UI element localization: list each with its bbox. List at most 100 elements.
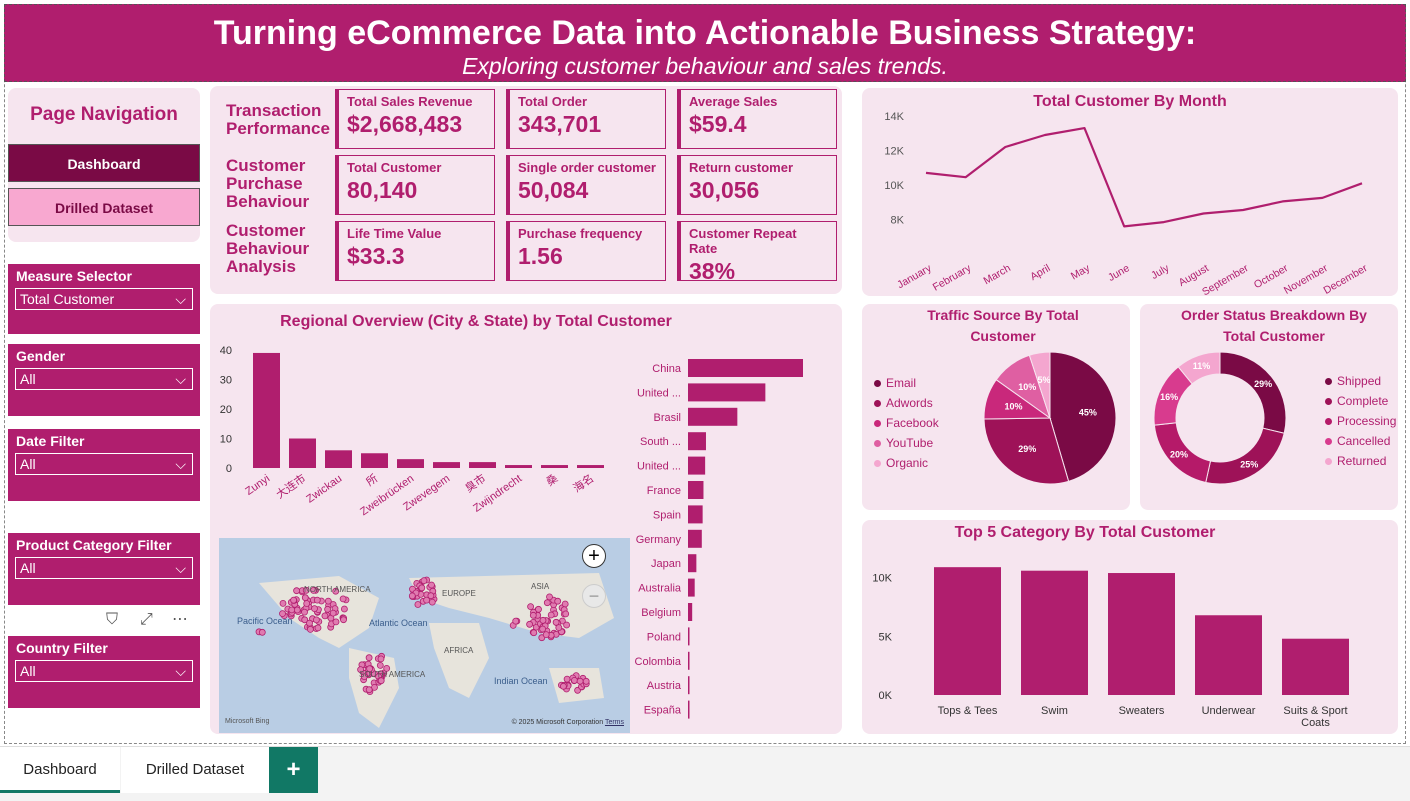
map-point[interactable] bbox=[546, 593, 553, 601]
legend-item[interactable]: Adwords bbox=[874, 396, 939, 410]
zoom-in-button[interactable]: + bbox=[582, 544, 606, 568]
top-category-panel[interactable]: Top 5 Category By Total Customer 0K 5K 10K… bbox=[862, 520, 1398, 734]
map-point[interactable] bbox=[539, 625, 547, 633]
map-point[interactable] bbox=[332, 618, 340, 626]
map-point[interactable] bbox=[383, 664, 391, 672]
map-point[interactable] bbox=[526, 620, 534, 628]
map-point[interactable] bbox=[555, 624, 563, 631]
map-point[interactable] bbox=[547, 611, 555, 619]
map-point[interactable] bbox=[288, 606, 296, 614]
map-point[interactable] bbox=[530, 629, 538, 637]
drilled-dataset-button[interactable]: Drilled Dataset bbox=[8, 188, 200, 226]
map-point[interactable] bbox=[339, 595, 347, 603]
measure-selector-slicer[interactable]: Measure Selector Total Customer ⌵ bbox=[8, 264, 200, 334]
map-point[interactable] bbox=[310, 587, 317, 594]
map-point[interactable] bbox=[542, 631, 550, 638]
map-point[interactable] bbox=[258, 628, 266, 636]
zoom-out-button[interactable]: − bbox=[582, 584, 606, 608]
order-status-panel[interactable]: Order Status Breakdown By Total Customer… bbox=[1140, 304, 1398, 510]
map-point[interactable] bbox=[418, 584, 426, 592]
map-point[interactable] bbox=[341, 605, 348, 613]
map-point[interactable] bbox=[301, 616, 309, 624]
map-point[interactable] bbox=[324, 597, 332, 605]
map-point[interactable] bbox=[303, 600, 311, 607]
map-point[interactable] bbox=[414, 601, 422, 608]
filter-icon[interactable]: ⛉ bbox=[106, 611, 119, 628]
map-point[interactable] bbox=[366, 665, 374, 673]
legend-item[interactable]: Shipped bbox=[1325, 374, 1396, 388]
map-point[interactable] bbox=[357, 666, 365, 674]
map-point[interactable] bbox=[559, 682, 567, 690]
map-point[interactable] bbox=[427, 592, 435, 600]
legend-item[interactable]: Cancelled bbox=[1325, 434, 1396, 448]
map-point[interactable] bbox=[321, 612, 329, 620]
map-point[interactable] bbox=[376, 662, 384, 669]
product-category-slicer[interactable]: Product Category Filter All ⌵ bbox=[8, 533, 200, 605]
more-options-icon[interactable]: ⋯ bbox=[172, 611, 188, 628]
map-point[interactable] bbox=[529, 611, 537, 619]
measure-selector-dropdown[interactable]: Total Customer ⌵ bbox=[15, 288, 193, 310]
map-point[interactable] bbox=[570, 676, 578, 684]
map-point[interactable] bbox=[360, 673, 368, 681]
map-point[interactable] bbox=[293, 587, 300, 595]
gender-dropdown[interactable]: All ⌵ bbox=[15, 368, 193, 390]
map-point[interactable] bbox=[420, 577, 428, 584]
map-point[interactable] bbox=[302, 586, 310, 594]
map-point[interactable] bbox=[365, 654, 373, 662]
map-point[interactable] bbox=[527, 603, 535, 610]
map-point[interactable] bbox=[306, 619, 313, 627]
map-point[interactable] bbox=[340, 616, 347, 624]
map-point[interactable] bbox=[563, 675, 571, 683]
legend-item[interactable]: Organic bbox=[874, 456, 939, 470]
map-point[interactable] bbox=[562, 610, 570, 618]
map-point[interactable] bbox=[576, 677, 584, 685]
legend-item[interactable]: Email bbox=[874, 376, 939, 390]
map-point[interactable] bbox=[332, 587, 340, 595]
dashboard-button[interactable]: Dashboard bbox=[8, 144, 200, 182]
date-filter-slicer[interactable]: Date Filter All ⌵ bbox=[8, 429, 200, 501]
legend-item[interactable]: Facebook bbox=[874, 416, 939, 430]
customer-by-month-panel[interactable]: Total Customer By Month 8K 10K 12K 14K Janua… bbox=[862, 88, 1398, 296]
traffic-source-panel[interactable]: Traffic Source By Total Customer Email A… bbox=[862, 304, 1130, 510]
focus-mode-icon[interactable]: ⤢ bbox=[140, 611, 153, 628]
map-point[interactable] bbox=[301, 608, 308, 616]
map-point[interactable] bbox=[279, 610, 286, 617]
legend-item[interactable]: Returned bbox=[1325, 454, 1396, 468]
add-page-button[interactable]: + bbox=[269, 747, 318, 793]
map-point[interactable] bbox=[428, 581, 435, 589]
map-point[interactable] bbox=[563, 621, 571, 629]
map-point[interactable] bbox=[377, 677, 385, 685]
date-filter-dropdown[interactable]: All ⌵ bbox=[15, 453, 193, 475]
legend-item[interactable]: YouTube bbox=[874, 436, 939, 450]
regional-overview-panel[interactable]: Regional Overview (City & State) by Tota… bbox=[210, 304, 842, 734]
country-filter-dropdown[interactable]: All ⌵ bbox=[15, 660, 193, 682]
map-point[interactable] bbox=[552, 618, 560, 626]
map-point[interactable] bbox=[313, 616, 320, 624]
map-point[interactable] bbox=[408, 592, 416, 600]
map-point[interactable] bbox=[311, 605, 318, 612]
world-map[interactable]: NORTH AMERICA EUROPE ASIA AFRICA SOUTH A… bbox=[219, 538, 630, 733]
country-filter-slicer[interactable]: Country Filter All ⌵ bbox=[8, 636, 200, 708]
tab-drilled-dataset[interactable]: Drilled Dataset bbox=[121, 747, 269, 793]
map-point[interactable] bbox=[543, 599, 551, 607]
map-point[interactable] bbox=[377, 655, 385, 663]
legend-item[interactable]: Complete bbox=[1325, 394, 1396, 408]
map-point[interactable] bbox=[582, 677, 590, 685]
map-terms-link[interactable]: Terms bbox=[604, 719, 624, 726]
map-point[interactable] bbox=[307, 626, 314, 633]
map-point[interactable] bbox=[535, 605, 542, 613]
product-category-dropdown[interactable]: All ⌵ bbox=[15, 557, 193, 579]
map-point[interactable] bbox=[301, 594, 309, 602]
map-point[interactable] bbox=[512, 617, 520, 625]
map-point[interactable] bbox=[324, 605, 331, 613]
map-point[interactable] bbox=[279, 600, 287, 607]
map-point[interactable] bbox=[554, 597, 562, 605]
map-point[interactable] bbox=[365, 686, 373, 694]
map-point[interactable] bbox=[313, 596, 321, 604]
map-point[interactable] bbox=[329, 609, 337, 617]
gender-slicer[interactable]: Gender All ⌵ bbox=[8, 344, 200, 416]
map-point[interactable] bbox=[561, 600, 569, 608]
map-point[interactable] bbox=[290, 596, 297, 604]
tab-dashboard[interactable]: Dashboard bbox=[0, 747, 120, 793]
map-point[interactable] bbox=[539, 616, 547, 624]
